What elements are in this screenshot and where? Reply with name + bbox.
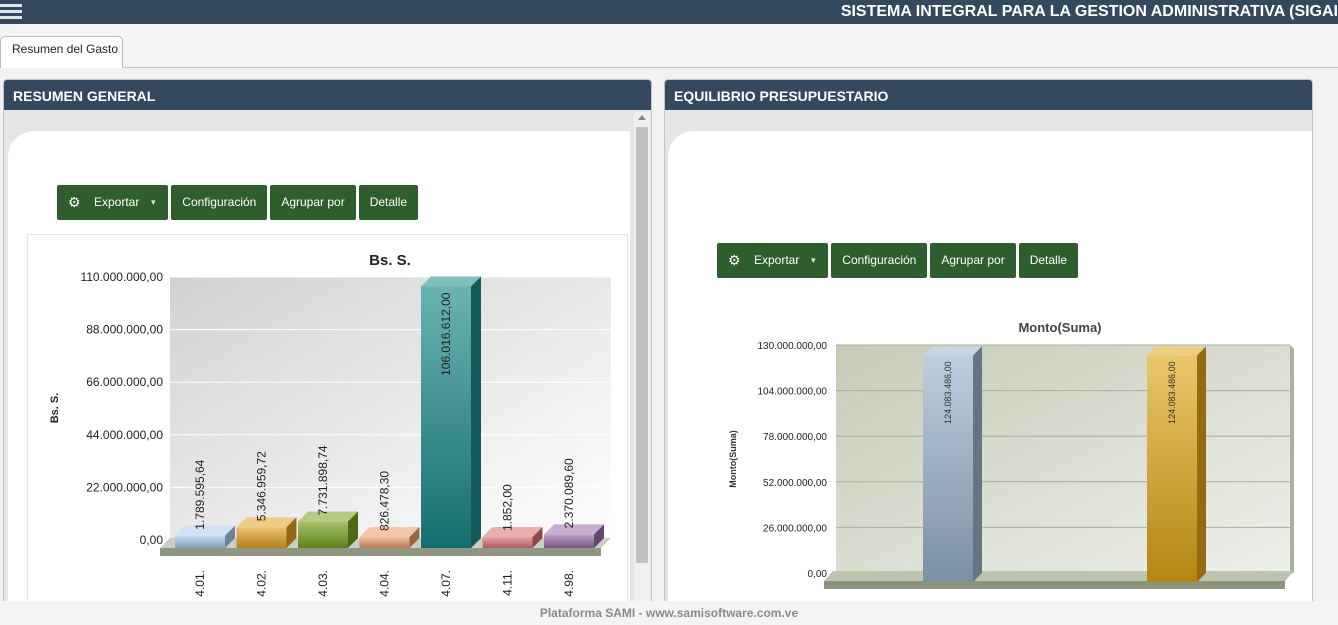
y-tick-label: 52.000.000,00 [763,478,827,489]
chart-title: Bs. S. [369,252,411,269]
data-label: 826.478,30 [378,471,392,531]
plot-background [170,277,611,540]
panel-title: EQUILIBRIO PRESUPUESTARIO [665,80,1312,110]
y-axis-label: Monto(Suma) [728,430,738,488]
y-tick-label: 130.000.000,00 [757,341,827,352]
bar-2 [1147,346,1206,582]
scroll-thumb[interactable] [636,127,648,563]
chart-toolbar: ⚙ Exportar ▼ Configuración Agrupar por D… [717,243,1079,278]
x-tick-label: 4.04. [378,570,392,597]
data-label: 2.370.089,60 [562,458,576,528]
floor-top [824,571,1294,581]
chevron-down-icon: ▼ [809,256,818,265]
y-axis-label: Bs. S. [49,393,61,424]
data-label: 7.731.898,74 [316,445,330,515]
x-tick-label: 4.03. [316,570,330,597]
data-label: 1.789.595,64 [193,459,207,529]
equilibrio-presupuestario-panel: EQUILIBRIO PRESUPUESTARIO ⚙ Exportar ▼ C… [664,79,1313,609]
detail-button[interactable]: Detalle [358,185,419,220]
floor-front [160,548,601,556]
left-chart-container: Bs. S. Bs. S. 0,00 22.000.000,00 44.000.000,… [27,234,628,608]
group-by-button[interactable]: Agrupar por [930,243,1016,278]
top-bar: SISTEMA INTEGRAL PARA LA GESTION ADMINIS… [0,0,1338,24]
bar-4.03. [298,511,358,548]
export-label: Exportar [754,253,800,267]
bar-4.02. [236,517,297,548]
floor-front [824,581,1285,589]
scrollbar[interactable] [634,112,650,608]
y-tick-label: 110.000.000,00 [80,270,163,284]
chart-toolbar: ⚙ Exportar ▼ Configuración Agrupar por D… [57,185,419,220]
plot-side-wall [1290,345,1294,573]
panel-body: ⚙ Exportar ▼ Configuración Agrupar por D… [668,131,1312,608]
y-tick-label: 78.000.000,00 [763,432,827,443]
data-label: 124.083.486,00 [943,361,953,424]
y-tick-label: 22.000.000,00 [86,480,163,494]
export-button[interactable]: ⚙ Exportar ▼ [717,243,829,278]
x-tick-label: 4.01. [193,570,207,597]
group-by-button[interactable]: Agrupar por [270,185,356,220]
x-tick-label: 4.02. [255,570,269,597]
data-label: 1.852,00 [501,484,515,531]
x-tick-label: 4.07. [439,570,453,597]
plot-background [836,345,1290,573]
data-label: 5.346.959,72 [255,451,269,521]
data-label: 124.083.486,00 [1167,361,1177,424]
y-tick-label: 66.000.000,00 [86,375,163,389]
app-title: SISTEMA INTEGRAL PARA LA GESTION ADMINIS… [840,3,1338,20]
panel-body: ⚙ Exportar ▼ Configuración Agrupar por D… [8,131,630,608]
y-tick-label: 88.000.000,00 [86,323,163,337]
data-label: 106.016.612,00 [439,292,453,376]
scroll-up-arrow-icon[interactable] [638,115,646,120]
y-tick-label: 26.000.000,00 [763,523,827,534]
hamburger-menu-icon[interactable] [0,2,22,22]
resumen-general-panel: RESUMEN GENERAL ⚙ Exportar ▼ Configuraci… [3,79,652,609]
y-tick-label: 104.000.000,00 [757,387,827,398]
bar-4.07. [421,276,481,548]
footer: Plataforma SAMI - www.samisoftware.com.v… [0,601,1338,625]
tab-resumen-del-gasto[interactable]: Resumen del Gasto [0,36,124,68]
export-label: Exportar [94,195,140,209]
detail-button[interactable]: Detalle [1018,243,1079,278]
export-button[interactable]: ⚙ Exportar ▼ [57,185,169,220]
bar-4.04. [359,527,420,548]
bar-4.98. [544,524,604,548]
bar-4.11. [482,527,543,548]
chevron-down-icon: ▼ [149,198,158,207]
bar-1 [923,346,982,582]
configuration-button[interactable]: Configuración [171,185,268,220]
y-tick-label: 0,00 [808,569,828,580]
gear-icon: ⚙ [68,194,81,210]
right-chart-container: Monto(Suma) Monto(Suma) 0,00 26.000.000,00 5… [718,320,1308,608]
panel-title: RESUMEN GENERAL [4,80,651,110]
x-tick-label: 4.11. [501,570,515,596]
y-tick-label: 0,00 [140,533,164,547]
x-tick-label: 4.98. [562,570,576,597]
gear-icon: ⚙ [728,252,741,268]
chart-title: Monto(Suma) [1018,321,1101,335]
tab-bar: Resumen del Gasto [0,24,1338,68]
right-bar-chart: Monto(Suma) Monto(Suma) 0,00 26.000.000,00 5… [728,320,1294,589]
left-bar-chart: Bs. S. Bs. S. 0,00 22.000.000,00 44.000.000,… [49,252,611,597]
y-tick-label: 44.000.000,00 [86,428,163,442]
configuration-button[interactable]: Configuración [831,243,928,278]
bar-4.01. [175,525,235,548]
